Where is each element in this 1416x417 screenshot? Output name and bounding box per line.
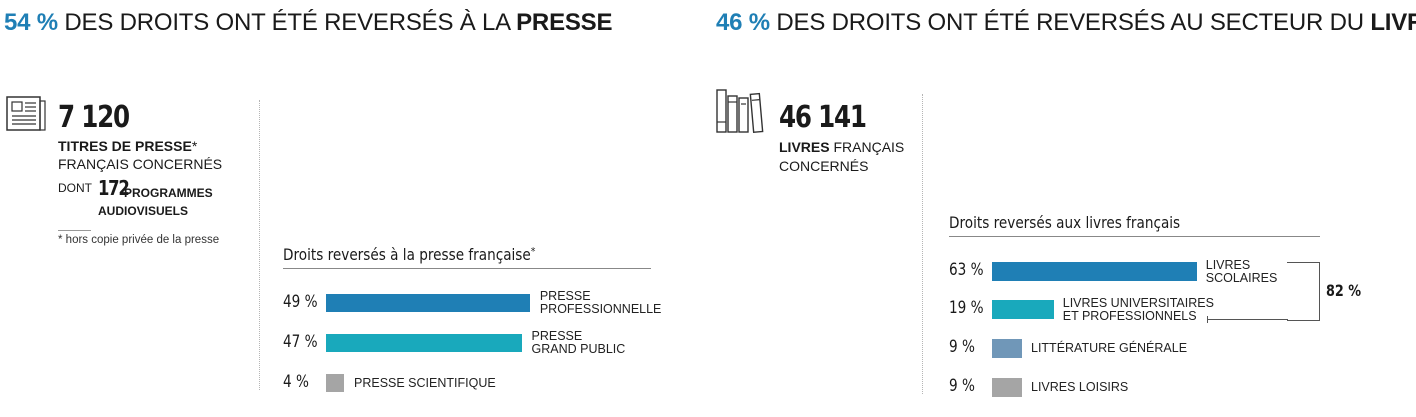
bar-category-label: LITTÉRATURE GÉNÉRALE — [1031, 341, 1188, 355]
left-headline-bold: PRESSE — [516, 9, 613, 36]
press-titles-label-star: * — [191, 138, 198, 154]
books-count: 46 141 — [779, 100, 867, 135]
bar-category-label: PRESSE — [539, 289, 591, 303]
bracket-82 — [1287, 262, 1320, 321]
right-headline-text: DES DROITS ONT ÉTÉ REVERSÉS AU SECTEUR D… — [769, 9, 1371, 36]
bracket-82-label: 82 % — [1326, 281, 1362, 300]
bar-category-label: GRAND PUBLIC — [531, 342, 626, 356]
books-label-rest: FRANÇAIS — [829, 139, 905, 155]
bar-value-label: 9 % — [949, 337, 975, 357]
books-icon — [716, 89, 764, 134]
press-titles-label: TITRES DE PRESSE* — [58, 137, 197, 155]
press-chart-title: Droits reversés à la presse française* — [283, 245, 535, 264]
bar — [326, 334, 522, 352]
books-chart-rule — [949, 236, 1320, 237]
bar — [326, 294, 530, 312]
bar-category-label: ET PROFESSIONNELS — [1062, 308, 1197, 323]
press-chart-title-star: * — [530, 245, 536, 258]
bar — [992, 339, 1022, 358]
left-separator — [259, 100, 260, 390]
books-label-2: CONCERNÉS — [779, 158, 869, 174]
bar — [992, 300, 1054, 319]
right-separator — [922, 94, 923, 394]
right-headline: 46 % DES DROITS ONT ÉTÉ REVERSÉS AU SECT… — [716, 9, 1416, 37]
bar — [326, 374, 344, 392]
bracket-82-lower-arm — [1208, 319, 1288, 320]
right-headline-pct: 46 % — [716, 9, 770, 36]
bar-category-label: PRESSE — [531, 329, 583, 343]
bar-value-label: 4 % — [283, 372, 309, 392]
bracket-82-lower-tick — [1207, 316, 1208, 323]
bar-category-label: PROFESSIONNELLE — [539, 302, 662, 316]
bar-category-label: LIVRES LOISIRS — [1031, 380, 1129, 394]
left-headline-pct: 54 % — [4, 9, 58, 36]
programs-count: 172 — [98, 176, 130, 200]
footnote: * hors copie privée de la presse — [58, 234, 220, 246]
newspaper-icon — [6, 96, 46, 131]
press-titles-label-2: FRANÇAIS CONCERNÉS — [58, 156, 223, 172]
books-label: LIVRES FRANÇAIS — [779, 138, 904, 156]
press-chart-rule — [283, 268, 651, 269]
press-titles-count: 7 120 — [58, 100, 130, 135]
bar-category-label: SCOLAIRES — [1205, 270, 1278, 285]
bar-value-label: 47 % — [283, 332, 318, 352]
footnote-rule — [58, 230, 91, 231]
bar-value-label: 9 % — [949, 376, 975, 396]
bar — [992, 378, 1022, 397]
press-titles-label-bold: TITRES DE PRESSE — [58, 138, 192, 154]
bar-category-label: LIVRES UNIVERSITAIRES — [1062, 295, 1214, 310]
programs-label-1: PROGRAMMES — [124, 186, 213, 200]
bar-category-label: PRESSE SCIENTIFIQUE — [354, 375, 496, 390]
bar-value-label: 19 % — [949, 298, 984, 318]
left-headline-text: DES DROITS ONT ÉTÉ REVERSÉS À LA — [57, 9, 517, 36]
books-chart-title: Droits reversés aux livres français — [949, 213, 1181, 232]
bar — [992, 262, 1197, 281]
dont-label: DONT — [58, 181, 92, 195]
programs-label-2: AUDIOVISUELS — [98, 204, 189, 218]
bar-category-label: LIVRES — [1205, 257, 1251, 272]
bar-value-label: 49 % — [283, 292, 318, 312]
right-headline-bold: LIVRE — [1370, 9, 1416, 36]
left-headline: 54 % DES DROITS ONT ÉTÉ REVERSÉS À LA PR… — [4, 9, 612, 37]
bar-value-label: 63 % — [949, 260, 984, 280]
books-label-bold: LIVRES — [779, 139, 830, 155]
press-chart-title-text: Droits reversés à la presse française — [283, 245, 531, 264]
